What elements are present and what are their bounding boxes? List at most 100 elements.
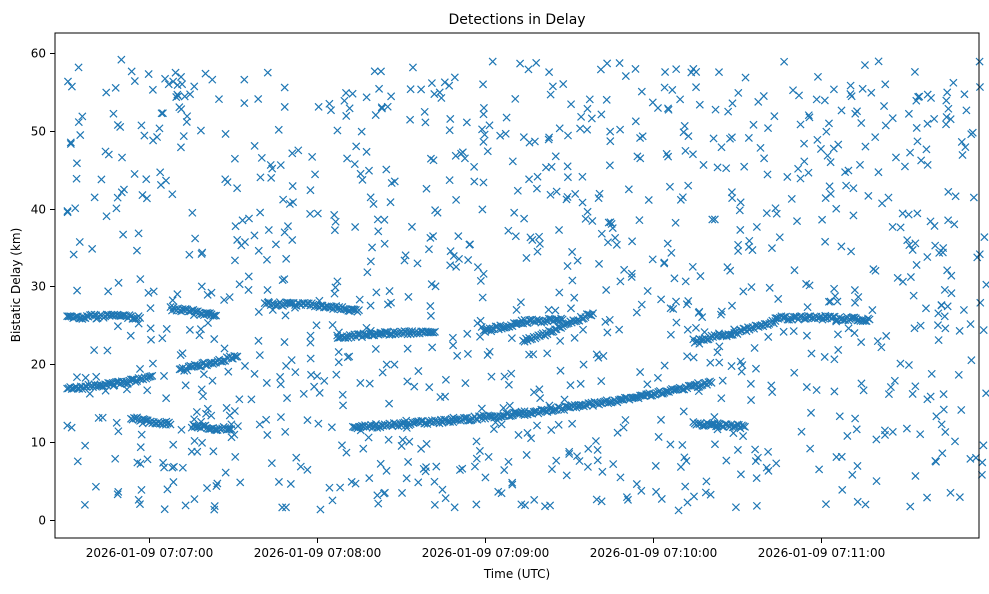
detection-marker [441,494,450,503]
detection-marker [551,306,560,315]
detection-marker [325,483,334,492]
detection-marker [373,491,382,500]
detection-marker [289,198,298,207]
detection-marker [136,364,145,373]
detection-marker [727,133,736,142]
detection-marker [555,225,564,235]
detection-marker [339,304,348,313]
detection-marker [359,444,368,453]
detection-marker [421,118,430,127]
detection-marker [679,407,688,416]
detection-marker [616,125,625,134]
detection-marker [679,128,688,137]
detection-marker [684,181,693,190]
detection-marker [888,114,897,123]
detection-marker [888,427,897,436]
detection-marker [804,168,813,177]
detection-marker [197,282,206,291]
detection-marker [916,430,925,439]
detection-marker [579,360,588,369]
detection-marker [796,120,805,129]
detection-marker [276,372,285,381]
detection-marker [63,421,72,430]
detection-marker [173,290,182,299]
detection-marker [598,467,607,476]
detection-marker [612,240,621,249]
detection-marker [830,355,839,364]
detection-marker [583,125,592,134]
detection-marker [250,141,259,150]
detection-marker [487,372,496,381]
detection-marker [283,394,292,403]
detection-marker [339,401,348,410]
detection-marker [767,244,776,253]
detection-marker [414,367,423,376]
detection-marker [545,133,554,142]
detection-marker [576,379,585,388]
detection-marker [796,174,805,183]
detection-marker [706,490,715,499]
detection-marker [254,307,263,316]
y-tick-label: 20 [31,358,46,372]
detection-marker [352,142,361,151]
detection-marker [546,501,555,510]
detection-marker [619,423,628,432]
detection-marker [878,199,887,208]
detection-marker [271,240,280,249]
detection-marker [792,217,802,226]
detection-marker [283,222,293,231]
detection-marker [613,428,622,437]
x-tick-label: 2026-01-09 07:11:00 [758,546,885,560]
detection-marker [789,313,798,322]
detection-marker [812,385,821,395]
detection-marker [341,88,351,97]
detection-marker [833,330,842,339]
detection-marker [430,90,439,99]
detection-marker [181,381,190,390]
detection-marker [280,338,289,347]
detection-marker [556,366,565,375]
detection-marker [244,214,254,223]
detection-marker [375,84,384,93]
detection-marker [604,218,613,227]
detection-marker [670,274,679,283]
detection-marker [544,135,553,144]
detection-marker [837,242,846,251]
detection-marker [884,390,893,399]
detection-marker [159,458,168,467]
detection-marker [637,486,646,495]
detection-marker [768,388,777,397]
detection-marker [529,388,539,397]
detection-marker [561,320,570,329]
detection-marker [366,193,375,202]
detection-marker [111,454,120,463]
detection-marker [896,223,905,232]
detection-marker [153,132,162,142]
detection-marker [286,479,295,488]
detection-marker [689,492,699,501]
detection-marker [417,85,426,94]
detection-marker [579,325,588,334]
detection-marker [374,499,383,508]
detection-marker [362,93,371,102]
detection-marker [176,351,185,360]
detection-marker [126,331,135,340]
detection-marker [633,152,642,161]
detection-marker [403,344,412,353]
detection-marker [667,248,676,257]
detection-marker [666,440,675,449]
detection-marker [69,250,78,259]
detection-marker [762,209,771,218]
detection-marker [508,480,517,489]
detection-marker [681,482,690,491]
detection-marker [671,297,681,306]
detection-marker [772,459,781,468]
detection-marker [213,479,222,488]
detection-marker [158,109,167,118]
detection-marker [148,371,157,380]
detection-marker [628,237,637,246]
detection-marker [606,127,615,136]
detection-marker [521,501,530,510]
detection-marker [563,192,572,201]
